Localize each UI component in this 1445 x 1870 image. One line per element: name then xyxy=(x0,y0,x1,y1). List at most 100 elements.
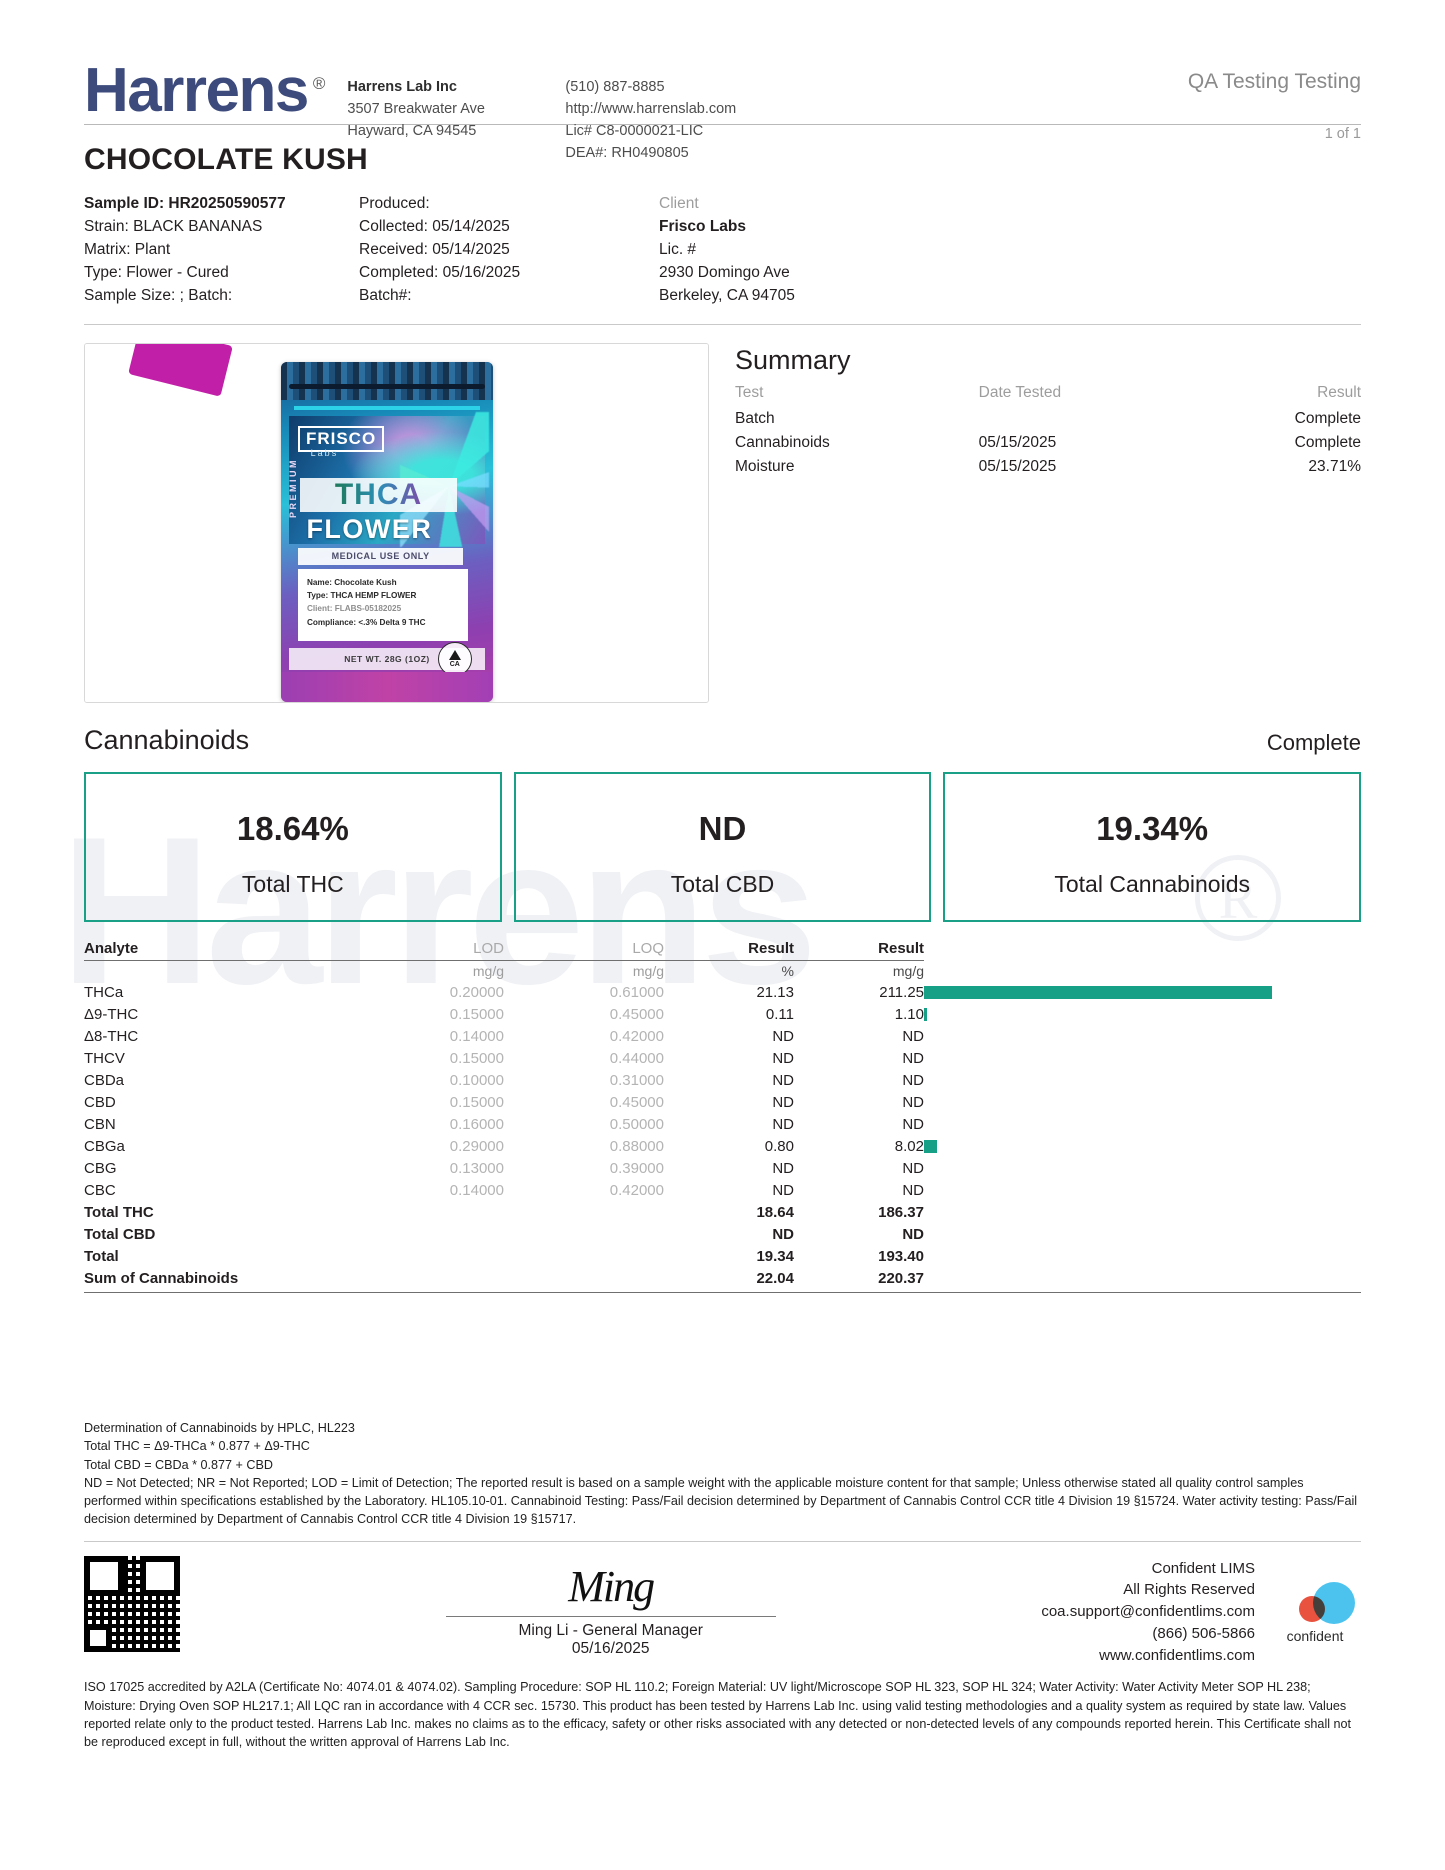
summary-section: Summary Test Date Tested Result Batch xyxy=(735,343,1361,703)
photo-corner-artifact xyxy=(128,343,233,397)
lab-website-link[interactable]: http://www.harrenslab.com xyxy=(565,101,737,118)
analyte-lod: 0.16000 xyxy=(449,1116,504,1134)
analyte-result-percent: ND xyxy=(772,1072,794,1090)
pouch-brand-sub: Labs xyxy=(310,447,339,458)
analyte-bar-cell xyxy=(924,1048,1361,1070)
analyte-name: CBDa xyxy=(84,1072,125,1090)
summary-test-date: 05/15/2025 xyxy=(978,433,1057,451)
analyte-loq: 0.42000 xyxy=(609,1028,664,1046)
pouch-medical-notice: MEDICAL USE ONLY xyxy=(297,547,464,565)
cannabinoid-summary-cards: 18.64% Total THC ND Total CBD 19.34% Tot… xyxy=(84,771,1362,922)
analyte-loq: 0.61000 xyxy=(609,984,664,1002)
analyte-bar xyxy=(924,986,1272,1000)
iso-accreditation-text: ISO 17025 accredited by A2LA (Certificat… xyxy=(84,1680,1352,1750)
col-lod: LOD xyxy=(344,939,504,961)
analyte-lod: 0.14000 xyxy=(449,1182,504,1200)
confident-red-circle-icon xyxy=(1299,1595,1325,1622)
totals-result-mgg: 186.37 xyxy=(878,1204,924,1222)
table-row: THCV 0.15000 0.44000 ND ND xyxy=(84,1048,1361,1070)
pouch-label-type: Type: THCA HEMP FLOWER xyxy=(306,590,417,600)
table-row: Δ8-THC 0.14000 0.42000 ND ND xyxy=(84,1026,1361,1048)
pouch-accent-line xyxy=(293,405,481,410)
pouch-premium-label: PREMIUM xyxy=(288,457,299,518)
signature-image: Ming xyxy=(568,1561,655,1611)
analyte-result-percent: ND xyxy=(772,1116,794,1134)
analyte-bar-cell xyxy=(924,982,1361,1004)
analyte-result-percent: 0.11 xyxy=(765,1006,794,1024)
col-result-mgg: Result xyxy=(794,939,924,961)
analyte-lod: 0.15000 xyxy=(449,1050,504,1068)
summary-test-name: Batch xyxy=(735,409,775,427)
total-thc-card: 18.64% Total THC xyxy=(84,771,502,922)
analyte-lod: 0.20000 xyxy=(449,984,504,1002)
lab-phone: (510) 887-8885 xyxy=(565,79,665,95)
table-row: THCa 0.20000 0.61000 21.13 211.25 xyxy=(84,982,1361,1004)
analyte-bar xyxy=(924,1140,938,1154)
analyte-loq: 0.88000 xyxy=(609,1138,664,1156)
lims-email-link[interactable]: coa.support@confidentlims.com xyxy=(1041,1603,1255,1621)
analyte-result-mgg: 211.25 xyxy=(879,984,924,1002)
table-row: CBD 0.15000 0.45000 ND ND xyxy=(84,1092,1361,1114)
total-cbd-label: Total CBD xyxy=(670,870,775,897)
totals-label: Total THC xyxy=(84,1204,154,1222)
pouch-label-name: Name: Chocolate Kush xyxy=(306,577,397,587)
analyte-lod: 0.10000 xyxy=(449,1072,504,1090)
total-thc-label: Total THC xyxy=(241,870,344,897)
summary-test-date xyxy=(979,407,1191,431)
totals-loq xyxy=(504,1246,664,1268)
summary-col-result: Result xyxy=(1317,383,1361,401)
summary-col-date: Date Tested xyxy=(978,383,1062,401)
sample-info-col2: Produced: Collected: 05/14/2025 Received… xyxy=(359,193,659,308)
analyte-header-row: Analyte LOD LOQ Result Result xyxy=(84,939,1361,961)
analyte-result-percent: 21.13 xyxy=(756,984,794,1002)
page-title: CHOCOLATE KUSH xyxy=(84,143,368,176)
lims-rights: All Rights Reserved xyxy=(1123,1581,1255,1599)
page-number: 1 of 1 xyxy=(1324,126,1361,142)
total-cbd-value: ND xyxy=(698,809,747,847)
note-method: Determination of Cannabinoids by HPLC, H… xyxy=(84,1421,355,1436)
lims-website-link[interactable]: www.confidentlims.com xyxy=(1099,1646,1255,1664)
analyte-result-percent: ND xyxy=(772,1182,794,1200)
pouch-brand: FRISCO xyxy=(297,425,385,452)
analyte-result-mgg: ND xyxy=(902,1050,924,1068)
analyte-name: CBC xyxy=(84,1182,116,1200)
totals-bar-cell xyxy=(924,1267,1361,1294)
table-row: CBC 0.14000 0.42000 ND ND xyxy=(84,1180,1361,1202)
sample-info-grid: Sample ID: HR20250590577 Strain: BLACK B… xyxy=(84,193,1361,308)
analyte-result-mgg: ND xyxy=(902,1182,924,1200)
analyte-result-mgg: ND xyxy=(902,1072,924,1090)
client-address-line1: 2930 Domingo Ave xyxy=(659,263,790,281)
lab-address-line1: 3507 Breakwater Ave xyxy=(347,101,485,118)
analyte-bar-cell xyxy=(924,1180,1361,1202)
registered-trademark-icon: ® xyxy=(312,74,326,93)
pouch-label-compliance: Compliance: <.3% Delta 9 THC xyxy=(306,617,426,627)
pouch-label-client: Client: FLABS-05182025 xyxy=(306,604,402,614)
pouch-bottom-band xyxy=(281,671,493,702)
analyte-lod: 0.14000 xyxy=(449,1028,504,1046)
analyte-name: Δ8-THC xyxy=(84,1028,139,1046)
lab-address-line2: Hayward, CA 94545 xyxy=(347,123,477,140)
total-thc-value: 18.64% xyxy=(236,809,349,847)
analyte-name: THCa xyxy=(84,984,124,1002)
signature-date: 05/16/2025 xyxy=(571,1639,650,1657)
date-received: Received: 05/14/2025 xyxy=(359,240,510,258)
analyte-loq: 0.31000 xyxy=(609,1072,664,1090)
table-row: Δ9-THC 0.15000 0.45000 0.11 1.10 xyxy=(84,1004,1361,1026)
analyte-bar-cell xyxy=(924,1004,1361,1026)
qr-code-icon[interactable] xyxy=(84,1555,180,1652)
table-row: CBN 0.16000 0.50000 ND ND xyxy=(84,1114,1361,1136)
totals-bar-cell xyxy=(924,1202,1361,1224)
totals-row: Total 19.34 193.40 xyxy=(84,1246,1361,1268)
triangle-shape-icon xyxy=(448,649,461,660)
analyte-result-percent: ND xyxy=(772,1160,794,1178)
client-address-line2: Berkeley, CA 94705 xyxy=(659,286,795,304)
totals-lod xyxy=(344,1202,504,1224)
california-universal-symbol-icon: CA xyxy=(437,641,472,676)
cannabinoids-heading: Cannabinoids xyxy=(84,724,250,755)
note-total-cbd-formula: Total CBD = CBDa * 0.877 + CBD xyxy=(84,1457,273,1472)
analyte-result-mgg: 8.02 xyxy=(894,1138,924,1156)
table-row: CBGa 0.29000 0.88000 0.80 8.02 xyxy=(84,1136,1361,1158)
product-pouch: FRISCO Labs PREMIUM THCA FLOWER MEDICAL … xyxy=(281,361,493,702)
analyte-lod: 0.13000 xyxy=(449,1160,504,1178)
